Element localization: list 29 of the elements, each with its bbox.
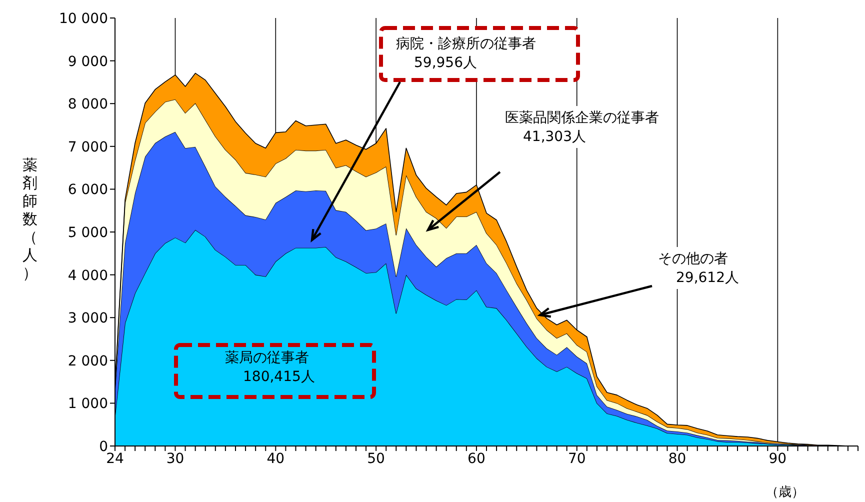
y-tick-label: 3 000 <box>68 310 108 327</box>
x-tick-label: 40 <box>266 450 285 467</box>
y-tick-label: 0 <box>99 438 108 455</box>
annotation: 薬局の従事者 <box>225 350 309 366</box>
y-tick-label: 5 000 <box>68 224 108 241</box>
x-tick-label: 30 <box>166 450 184 467</box>
annotation: 病院・診療所の従事者 <box>396 36 536 52</box>
y-tick-label: 1 000 <box>68 396 108 412</box>
x-axis-title: （歳） <box>766 485 804 500</box>
annotation: 180,415人 <box>243 369 315 385</box>
x-tick-label: 50 <box>367 450 385 467</box>
x-tick-label: 70 <box>568 450 586 467</box>
y-tick-label: 4 000 <box>68 268 108 284</box>
annotation: その他の者 <box>658 251 728 267</box>
y-tick-label: 7 000 <box>68 139 108 156</box>
x-tick-label: 24 <box>106 450 124 467</box>
y-tick-label: 8 000 <box>68 96 108 113</box>
x-tick-label: 60 <box>468 450 486 467</box>
y-tick-label: 10 000 <box>59 10 108 27</box>
y-axis-title: 薬剤師数（人） <box>22 156 38 282</box>
annotation: 29,612人 <box>676 270 739 286</box>
y-tick-label: 6 000 <box>68 182 108 198</box>
annotation: 医薬品関係企業の従事者 <box>505 110 659 126</box>
y-tick-label: 2 000 <box>68 353 108 370</box>
annotation: 59,956人 <box>414 55 477 71</box>
x-tick-label: 90 <box>768 450 787 467</box>
annotation: 41,303人 <box>523 129 586 145</box>
x-tick-label: 80 <box>668 450 686 467</box>
y-tick-label: 9 000 <box>68 54 108 70</box>
